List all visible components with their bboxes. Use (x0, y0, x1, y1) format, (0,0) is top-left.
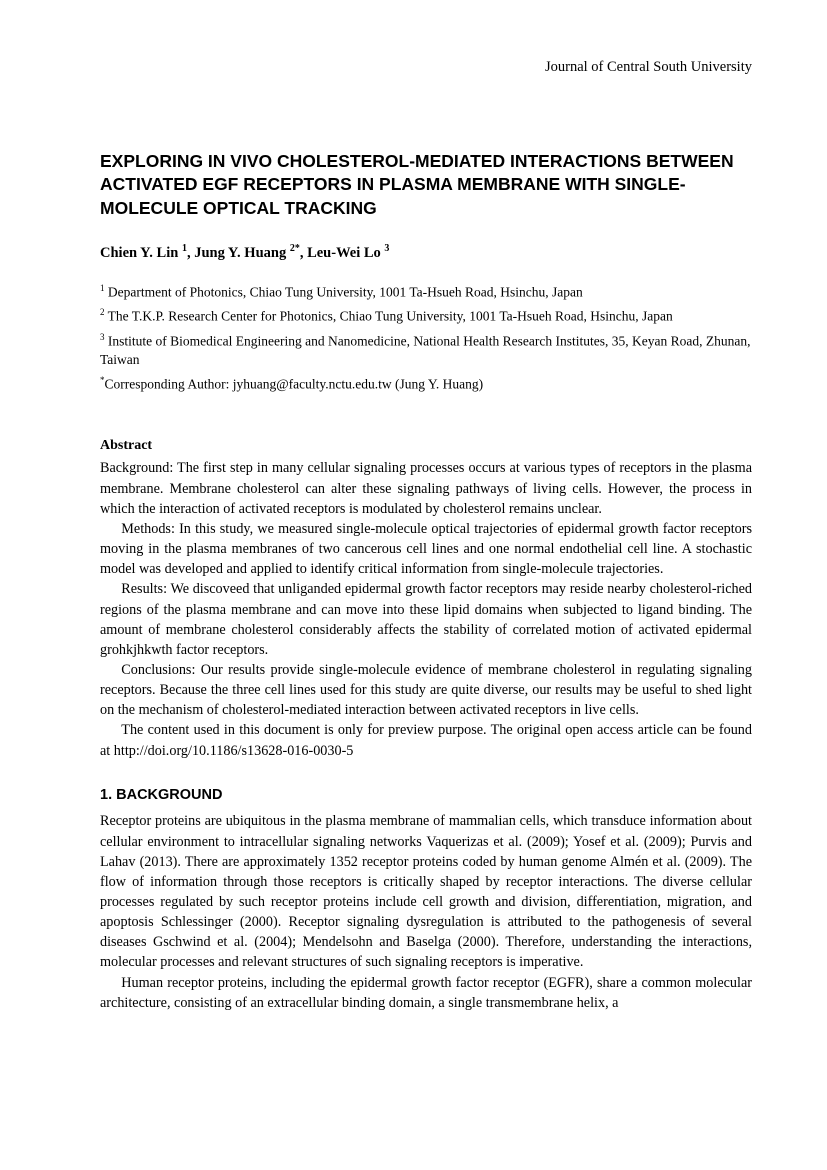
affiliations-block: 1 Department of Photonics, Chiao Tung Un… (100, 282, 752, 370)
abstract-paragraph: Background: The first step in many cellu… (100, 458, 752, 518)
abstract-paragraph: The content used in this document is onl… (100, 720, 752, 760)
abstract-heading: Abstract (100, 436, 752, 456)
abstract-body: Background: The first step in many cellu… (100, 458, 752, 760)
corresponding-author: *Corresponding Author: jyhuang@faculty.n… (100, 374, 752, 394)
abstract-paragraph: Methods: In this study, we measured sing… (100, 519, 752, 579)
affiliation-3: 3 Institute of Biomedical Engineering an… (100, 331, 752, 370)
section-body: Receptor proteins are ubiquitous in the … (100, 811, 752, 1013)
authors-line: Chien Y. Lin 1, Jung Y. Huang 2*, Leu-We… (100, 242, 752, 263)
journal-name: Journal of Central South University (100, 57, 752, 78)
abstract-paragraph: Conclusions: Our results provide single-… (100, 660, 752, 720)
section-heading-background: 1. BACKGROUND (100, 785, 752, 806)
affiliation-2: 2 The T.K.P. Research Center for Photoni… (100, 306, 752, 326)
paper-title: EXPLORING IN VIVO CHOLESTEROL-MEDIATED I… (100, 150, 752, 221)
body-paragraph: Human receptor proteins, including the e… (100, 973, 752, 1013)
affiliation-1: 1 Department of Photonics, Chiao Tung Un… (100, 282, 752, 302)
body-paragraph: Receptor proteins are ubiquitous in the … (100, 811, 752, 972)
abstract-paragraph: Results: We discoveed that unliganded ep… (100, 579, 752, 660)
